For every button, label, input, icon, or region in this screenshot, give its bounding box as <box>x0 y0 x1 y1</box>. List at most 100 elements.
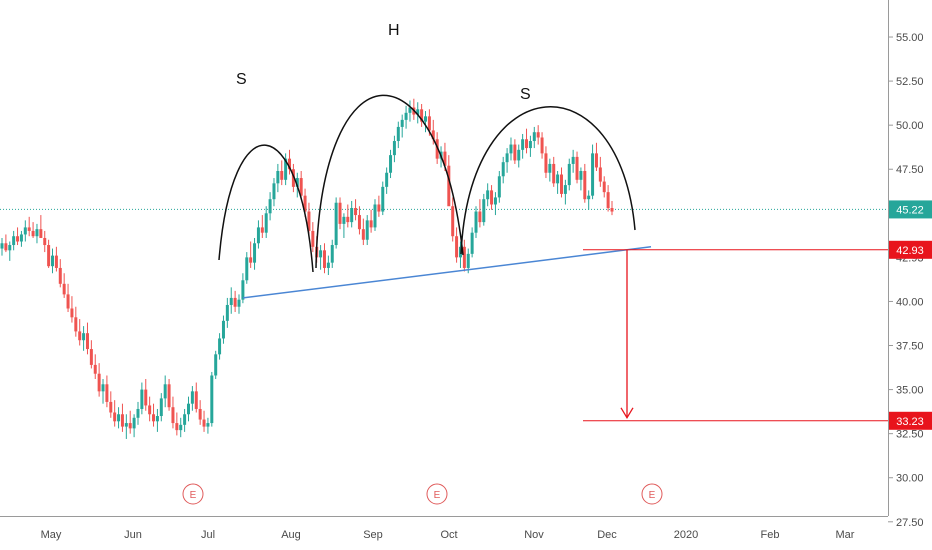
y-tick-label: 32.50 <box>896 429 924 441</box>
candle-body <box>536 132 540 138</box>
candle-body <box>190 391 194 404</box>
y-tick-label: 30.00 <box>896 473 924 485</box>
candle-body <box>12 236 16 246</box>
candle-body <box>35 229 39 237</box>
candlestick-series <box>0 98 614 439</box>
time-axis[interactable]: May Jun Jul Aug Sep Oct Nov Dec 2020 Feb… <box>0 516 888 542</box>
x-tick-label: Jun <box>124 529 142 541</box>
candle-body <box>78 331 82 341</box>
candle-body <box>291 169 295 187</box>
candle-body <box>373 204 377 228</box>
candle-body <box>144 389 148 406</box>
earnings-marker[interactable]: E <box>641 483 663 505</box>
candle-body <box>276 170 280 184</box>
candle-body <box>97 373 101 392</box>
y-tick-label: 37.50 <box>896 341 924 353</box>
candle-body <box>400 119 404 127</box>
candle-body <box>602 181 606 193</box>
candle-body <box>214 354 218 376</box>
candle-body <box>120 414 124 427</box>
candle-body <box>210 375 214 424</box>
candle-body <box>23 227 27 235</box>
candle-body <box>280 170 284 180</box>
x-tick-label: May <box>41 529 62 541</box>
svg-text:E: E <box>649 490 656 501</box>
candle-body <box>140 389 144 409</box>
candle-body <box>70 308 74 318</box>
candle-body <box>334 202 338 246</box>
candle-body <box>563 185 567 194</box>
svg-text:E: E <box>434 490 441 501</box>
candle-body <box>74 317 78 332</box>
candle-body <box>62 283 66 295</box>
price-axis[interactable]: 27.50 30.00 32.50 35.00 37.50 40.00 42.93 45.22… <box>888 0 932 550</box>
candle-body <box>424 116 428 122</box>
neckline-price-tag: 42.93 <box>889 240 932 259</box>
candle-body <box>136 408 140 418</box>
x-tick-label: Jul <box>201 529 215 541</box>
x-tick-label: Sep <box>363 529 383 541</box>
candle-body <box>241 280 245 300</box>
target-projection <box>583 249 888 422</box>
candle-body <box>264 213 268 233</box>
candle-body <box>39 229 43 238</box>
candle-body <box>27 227 31 231</box>
candle-body <box>501 162 505 177</box>
candle-body <box>493 197 497 205</box>
candle-body <box>16 236 20 242</box>
candle-body <box>528 141 532 149</box>
candle-body <box>109 401 113 413</box>
candle-body <box>540 137 544 154</box>
candle-body <box>218 338 222 355</box>
target-price-tag: 33.23 <box>889 411 932 430</box>
candle-body <box>183 414 187 425</box>
candle-body <box>447 165 451 207</box>
candle-body <box>171 407 175 424</box>
candle-body <box>396 126 400 142</box>
candle-body <box>4 243 8 251</box>
candle-body <box>377 204 381 212</box>
candle-body <box>354 208 358 216</box>
candle-body <box>322 250 326 268</box>
candle-body <box>85 333 89 350</box>
x-tick-label: Mar <box>836 529 855 541</box>
neckline <box>242 246 652 299</box>
candle-body <box>58 267 62 284</box>
candle-body <box>198 408 202 420</box>
candle-body <box>256 227 260 244</box>
candle-body <box>579 170 583 180</box>
candle-body <box>427 116 431 131</box>
earnings-marker[interactable]: E <box>426 483 448 505</box>
x-tick-label: 2020 <box>674 529 698 541</box>
candle-body <box>179 424 183 431</box>
candle-body <box>482 199 486 223</box>
candle-body <box>497 176 501 198</box>
candle-body <box>392 141 396 156</box>
candle-body <box>159 398 163 417</box>
candle-body <box>350 208 354 223</box>
candle-body <box>610 208 614 212</box>
candle-body <box>525 139 529 149</box>
candle-body <box>237 299 241 307</box>
candle-body <box>152 414 156 422</box>
candle-body <box>82 333 86 341</box>
candle-body <box>295 178 299 187</box>
candle-body <box>268 199 272 214</box>
candle-body <box>594 153 598 168</box>
candle-body <box>451 206 455 237</box>
x-tick-label: Feb <box>761 529 780 541</box>
candle-body <box>532 132 536 142</box>
candle-body <box>307 211 311 231</box>
candle-body <box>194 391 198 409</box>
svg-text:45.22: 45.22 <box>896 204 924 216</box>
x-tick-label: Dec <box>597 529 617 541</box>
candle-body <box>124 423 128 427</box>
candle-body <box>559 174 563 194</box>
candle-body <box>175 423 179 431</box>
candle-body <box>229 297 233 305</box>
earnings-marker[interactable]: E <box>182 483 204 505</box>
candle-body <box>404 112 408 120</box>
candle-body <box>245 257 249 281</box>
